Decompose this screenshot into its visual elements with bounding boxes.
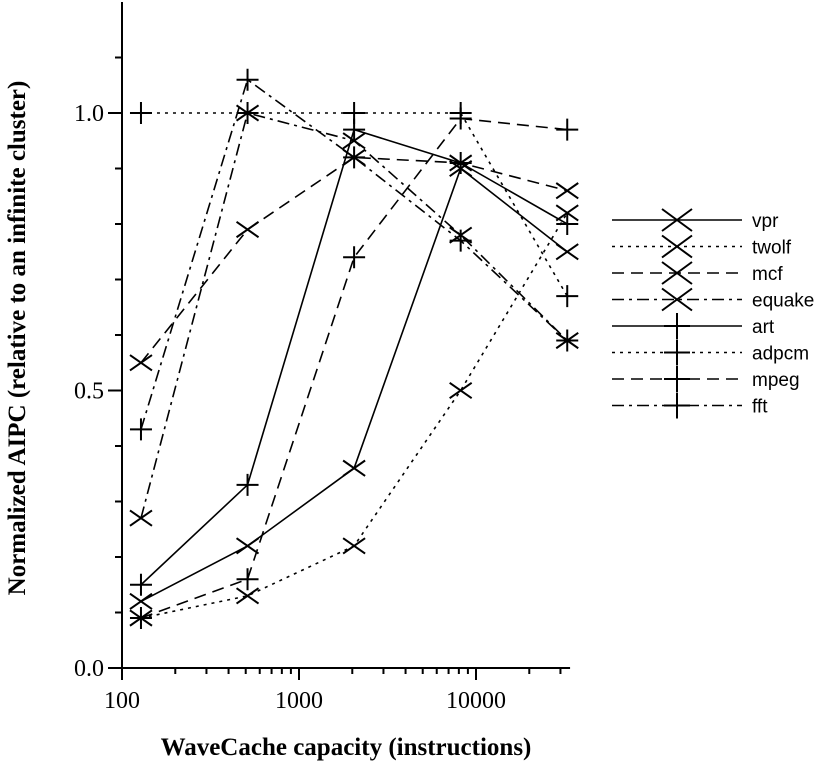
legend-x-marker	[661, 208, 693, 232]
data-point-twolf	[555, 204, 579, 222]
data-point-fft	[556, 329, 579, 352]
data-point-mcf	[129, 354, 153, 372]
data-point-art	[129, 573, 152, 596]
plot-area	[129, 68, 579, 630]
series-line-mpeg	[140, 117, 568, 619]
legend-label: twolf	[752, 238, 792, 259]
y-tick-label: 0.0	[74, 656, 104, 682]
series-fft	[129, 68, 579, 441]
legend-item-vpr: vpr	[612, 208, 779, 232]
legend-plus-marker	[664, 339, 690, 366]
y-tick-label: 1.0	[74, 101, 104, 127]
legend-item-equake: equake	[612, 287, 814, 312]
legend-x-marker	[661, 287, 693, 312]
legend-label: vpr	[752, 211, 779, 232]
legend-x-marker	[661, 234, 693, 259]
series-line-equake	[140, 112, 568, 519]
legend-label: art	[752, 317, 775, 338]
series-art	[129, 118, 579, 596]
data-point-vpr	[235, 537, 260, 555]
data-point-mcf	[235, 221, 260, 239]
data-point-mpeg	[449, 107, 472, 130]
data-point-adpcm	[236, 102, 259, 124]
data-point-mpeg	[556, 118, 579, 141]
series-line-mcf	[140, 156, 568, 364]
legend-item-adpcm: adpcm	[612, 339, 809, 366]
legend: vpr twolf mcf equake art adpcm mpeg fft	[612, 208, 814, 419]
x-tick-label: 10000	[446, 688, 506, 714]
legend-plus-marker	[664, 366, 690, 392]
legend-label: adpcm	[752, 344, 809, 365]
data-point-vpr	[555, 243, 579, 261]
legend-x-marker	[661, 261, 693, 285]
data-point-adpcm	[343, 102, 366, 124]
data-point-twolf	[449, 381, 473, 400]
legend-item-mcf: mcf	[612, 261, 783, 285]
data-point-equake	[342, 132, 366, 150]
legend-label: mpeg	[752, 370, 800, 391]
x-tick-label: 100	[104, 688, 140, 714]
data-point-art	[556, 213, 579, 235]
data-point-mpeg	[343, 246, 366, 269]
series-line-vpr	[140, 167, 568, 603]
legend-label: fft	[752, 397, 768, 418]
legend-plus-marker	[664, 392, 690, 419]
data-point-fft	[236, 68, 259, 91]
data-point-twolf	[342, 537, 366, 555]
data-point-vpr	[129, 592, 153, 610]
x-tick-label: 1000	[275, 688, 323, 714]
data-point-vpr	[342, 459, 366, 477]
data-point-mpeg	[236, 568, 259, 591]
x-axis-label: WaveCache capacity (instructions)	[161, 734, 532, 761]
series-vpr	[129, 159, 579, 610]
axes: 100 1000 10000 0.0 0.5 1.0	[74, 2, 571, 714]
data-point-art	[236, 473, 259, 496]
y-tick-label: 0.5	[74, 379, 104, 405]
data-point-fft	[449, 229, 472, 252]
legend-item-art: art	[612, 313, 775, 339]
data-point-fft	[343, 146, 366, 169]
series-line-fft	[140, 78, 568, 430]
y-axis-label: Normalized AIPC (relative to an infinite…	[4, 81, 31, 596]
legend-item-mpeg: mpeg	[612, 366, 800, 392]
data-point-equake	[129, 509, 153, 527]
data-point-adpcm	[129, 102, 152, 124]
legend-item-fft: fft	[612, 392, 768, 419]
series-line-art	[140, 128, 568, 586]
legend-plus-marker	[664, 313, 690, 339]
data-point-art	[449, 151, 472, 174]
data-point-twolf	[235, 587, 260, 605]
legend-label: mcf	[752, 264, 783, 285]
data-point-adpcm	[556, 285, 579, 308]
data-point-fft	[129, 418, 152, 441]
data-point-mpeg	[129, 607, 152, 630]
legend-item-twolf: twolf	[612, 234, 792, 259]
data-point-mcf	[555, 182, 579, 200]
legend-label: equake	[752, 291, 814, 312]
series-mpeg	[129, 107, 579, 630]
